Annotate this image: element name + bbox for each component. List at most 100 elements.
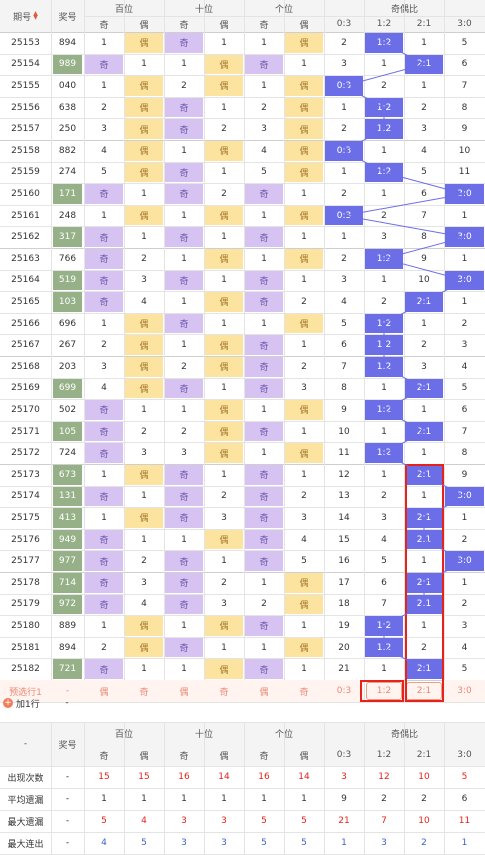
grid-line (404, 722, 405, 854)
ratio-3-0: 3 (461, 340, 468, 351)
shi-even: 1 (221, 102, 227, 113)
ge-odd: 奇 (245, 357, 283, 377)
bai-odd: 奇 (85, 573, 123, 593)
shi-odd: 奇 (165, 486, 203, 507)
ratio-1-2: 3 (381, 232, 387, 243)
bai-odd: 奇 (85, 227, 123, 247)
period-cell: 25154 (11, 59, 40, 70)
ratio-1-2: 1 (381, 59, 387, 70)
ratio-1-2: 7 (381, 599, 387, 610)
ge-odd: 1 (261, 37, 267, 48)
predict-option[interactable]: 偶 (164, 680, 204, 702)
ratio-0-3: 13 (338, 491, 350, 502)
shi-even: 偶 (205, 76, 243, 96)
grid-line (364, 722, 365, 854)
stats-label: 出现次数 (7, 773, 44, 784)
ratio-3-0: 1 (461, 253, 468, 264)
number-cell: 203 (58, 361, 77, 372)
predict-option[interactable]: 1:2 (366, 682, 402, 700)
predict-option[interactable]: 奇 (124, 680, 164, 702)
header-sub: 3:0 (444, 16, 485, 32)
ratio-0-3: 7 (341, 361, 347, 372)
ratio-0-3: 2 (341, 124, 347, 135)
grid-line (0, 507, 485, 509)
ge-even: 1 (301, 664, 307, 675)
ratio-0-3: 11 (338, 448, 350, 459)
ratio-2-1: 7 (421, 210, 427, 221)
predict-option[interactable]: 0:3 (324, 680, 364, 702)
grid-line (0, 550, 485, 552)
stats-value: 5 (301, 816, 307, 826)
stats-number: 奖号 (51, 722, 84, 766)
stats-sub: 奇 (244, 744, 284, 766)
grid-line (164, 722, 165, 854)
grid-line (444, 0, 445, 702)
grid-line (0, 269, 485, 271)
stats-dash-cell: - (65, 772, 70, 782)
grid-line (0, 572, 485, 573)
stats-value: 10 (418, 816, 430, 826)
shi-even: 偶 (205, 249, 243, 269)
period-cell: 25153 (11, 37, 40, 48)
stats-sub: 1:2 (364, 744, 404, 766)
ge-even: 1 (301, 232, 307, 243)
ge-odd: 奇 (245, 270, 283, 291)
shi-odd: 奇 (165, 594, 203, 615)
shi-odd: 1 (181, 620, 187, 631)
grid-line (284, 722, 285, 854)
ratio-2-1: 1 (421, 80, 427, 91)
number-cell: 894 (58, 642, 77, 653)
stats-value: 16 (258, 772, 270, 782)
stats-value: 5 (141, 838, 147, 848)
shi-odd: 奇 (165, 227, 203, 247)
grid-line (84, 0, 85, 702)
stats-value: 12 (378, 772, 390, 782)
grid-line (0, 702, 485, 703)
grid-line (0, 204, 485, 206)
period-cell: 25177 (11, 556, 40, 567)
shi-odd: 1 (181, 59, 187, 70)
predict-option[interactable]: 3:0 (444, 680, 485, 702)
ratio-3-0: 8 (461, 448, 468, 459)
predict-option[interactable]: 奇 (284, 680, 324, 702)
period-cell: 25156 (11, 102, 40, 113)
predict-option[interactable]: 偶 (84, 680, 124, 702)
shi-even: 3 (221, 512, 227, 523)
ratio-3-0: 8 (461, 102, 468, 113)
number-cell: 766 (58, 253, 77, 264)
predict-option[interactable]: 偶 (244, 680, 284, 702)
period-cell: 25158 (11, 145, 40, 156)
stats-value: 3 (221, 838, 227, 848)
ratio-3-0: 3:0 (445, 551, 484, 571)
stats-value: 1 (221, 794, 227, 804)
shi-even: 偶 (205, 335, 243, 355)
ratio-1-2: 1 (381, 275, 387, 286)
shi-odd: 1 (181, 253, 187, 264)
period-cell: 25175 (11, 512, 40, 523)
add-row-button[interactable]: + 加1行 (3, 693, 51, 713)
number-cell: 250 (58, 124, 77, 135)
grid-line (0, 658, 485, 660)
number-cell: 721 (53, 659, 82, 679)
ge-even: 偶 (285, 594, 323, 615)
ge-even: 2 (301, 296, 307, 307)
ratio-1-2: 3 (381, 512, 387, 523)
grid-line (0, 788, 485, 789)
bai-even: 3 (141, 448, 147, 459)
grid-line (0, 442, 485, 444)
sort-icon[interactable]: ▲ ▼ (33, 10, 38, 21)
shi-even: 1 (221, 37, 227, 48)
bai-even: 偶 (125, 508, 163, 528)
ratio-3-0: 5 (461, 383, 468, 394)
grid-line (0, 291, 485, 293)
grid-line (284, 0, 285, 702)
stats-value: 1 (141, 794, 147, 804)
stats-dash-cell: - (65, 794, 70, 804)
grid-line (0, 464, 485, 465)
ge-even: 1 (301, 469, 307, 480)
ratio-3-0: 1 (461, 210, 468, 221)
grid-line (0, 377, 485, 379)
predict-option[interactable]: 奇 (204, 680, 244, 702)
ge-even: 偶 (285, 249, 323, 269)
ge-odd: 奇 (245, 659, 283, 679)
